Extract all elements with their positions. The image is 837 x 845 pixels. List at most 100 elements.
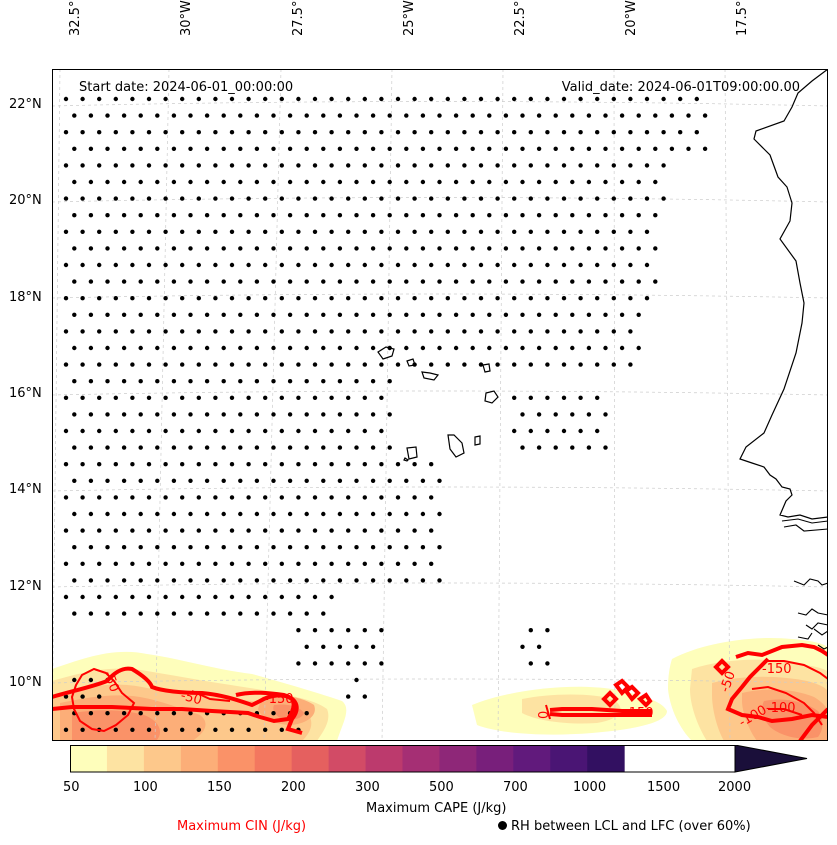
rh-dot (578, 163, 583, 168)
rh-dot (503, 279, 509, 284)
rh-dot (561, 196, 567, 201)
rh-dot (354, 545, 359, 550)
rh-dot (72, 246, 77, 251)
rh-dot (121, 379, 127, 384)
rh-dot (528, 395, 533, 400)
rh-dot (229, 163, 235, 168)
rh-dot (578, 262, 583, 268)
rh-dot (304, 545, 309, 550)
rh-dot (254, 246, 260, 251)
rh-dot (487, 312, 492, 317)
rh-dot (246, 362, 251, 367)
rh-dot (121, 611, 127, 616)
rh-dot (171, 611, 177, 616)
rh-dot (105, 213, 110, 218)
rh-dot (487, 345, 492, 351)
rh-dot (196, 528, 201, 533)
rh-dot (188, 213, 193, 218)
rh-dot (271, 445, 276, 450)
rh-dot (221, 312, 226, 317)
rh-dot (420, 179, 426, 185)
rh-dot (221, 611, 226, 616)
rh-dot (445, 96, 450, 102)
rh-dot (213, 561, 218, 566)
colorbar-cell (291, 745, 330, 772)
rh-dot (254, 213, 260, 218)
rh-dot (420, 146, 426, 151)
rh-dot (188, 113, 193, 118)
rh-dot (437, 279, 442, 284)
rh-dot (445, 163, 450, 168)
lon-label-30w: 30°W (179, 0, 194, 36)
rh-dot (296, 362, 301, 367)
rh-dot (628, 130, 633, 135)
rh-dot (312, 561, 318, 566)
rh-dot (528, 229, 533, 234)
rh-dot (296, 229, 301, 234)
rh-dot (130, 428, 135, 434)
rh-dot (545, 196, 550, 201)
rh-dot (238, 312, 243, 317)
rh-dot (271, 146, 276, 151)
rh-dot (196, 495, 201, 500)
rh-dot (520, 179, 525, 185)
rh-dot (196, 462, 201, 467)
rh-dot (287, 611, 293, 616)
rh-dot (619, 213, 625, 218)
rh-dot (105, 511, 110, 517)
rh-dot (271, 113, 276, 118)
rh-dot (470, 213, 475, 218)
rh-dot (180, 329, 185, 334)
rh-dot (113, 462, 118, 467)
rh-dot (379, 428, 384, 434)
rh-dot (146, 594, 152, 600)
rh-dot (354, 445, 359, 450)
rh-dot (196, 196, 201, 201)
rh-dot (80, 262, 85, 268)
rh-dot (570, 445, 575, 450)
rh-dot (379, 395, 384, 400)
rh-dot (138, 345, 143, 351)
rh-dot (263, 727, 268, 732)
lat-label-10n: 10°N (9, 675, 42, 690)
rh-dot (329, 262, 334, 268)
rh-dot (379, 329, 384, 334)
rh-dot (370, 445, 376, 450)
rh-dot (536, 213, 542, 218)
rh-dot (312, 329, 318, 334)
rh-dot (121, 246, 127, 251)
rh-dot (304, 611, 309, 616)
rh-dot (379, 229, 384, 234)
rh-dot (412, 495, 417, 500)
rh-dot (180, 96, 185, 102)
rh-dot (204, 412, 210, 417)
rh-dot (545, 395, 550, 400)
rh-dot (354, 345, 359, 351)
rh-dot (346, 561, 351, 566)
rh-dot (561, 296, 567, 301)
rh-dot (304, 179, 309, 185)
rh-dot (271, 312, 276, 317)
rh-dot (221, 279, 226, 284)
rh-dot (180, 561, 185, 566)
rh-dot (412, 561, 417, 566)
rh-dot (661, 163, 666, 168)
rh-dot (561, 395, 567, 400)
rh-dot (329, 96, 334, 102)
rh-dot (72, 478, 77, 483)
rh-legend: RH between LCL and LFC (over 60%) (498, 819, 751, 834)
rh-dot (296, 561, 301, 566)
rh-dot (88, 213, 94, 218)
rh-dot (512, 296, 517, 301)
rh-dot (536, 246, 542, 251)
rh-dot (387, 246, 392, 251)
rh-dot (146, 561, 152, 566)
rh-dot (88, 578, 94, 583)
rh-dot (188, 711, 193, 716)
rh-dot (395, 462, 401, 467)
rh-dot (263, 395, 268, 400)
rh-dot (478, 163, 484, 168)
rh-dot (279, 428, 284, 434)
rh-dot (312, 196, 318, 201)
rh-dot (113, 362, 118, 367)
